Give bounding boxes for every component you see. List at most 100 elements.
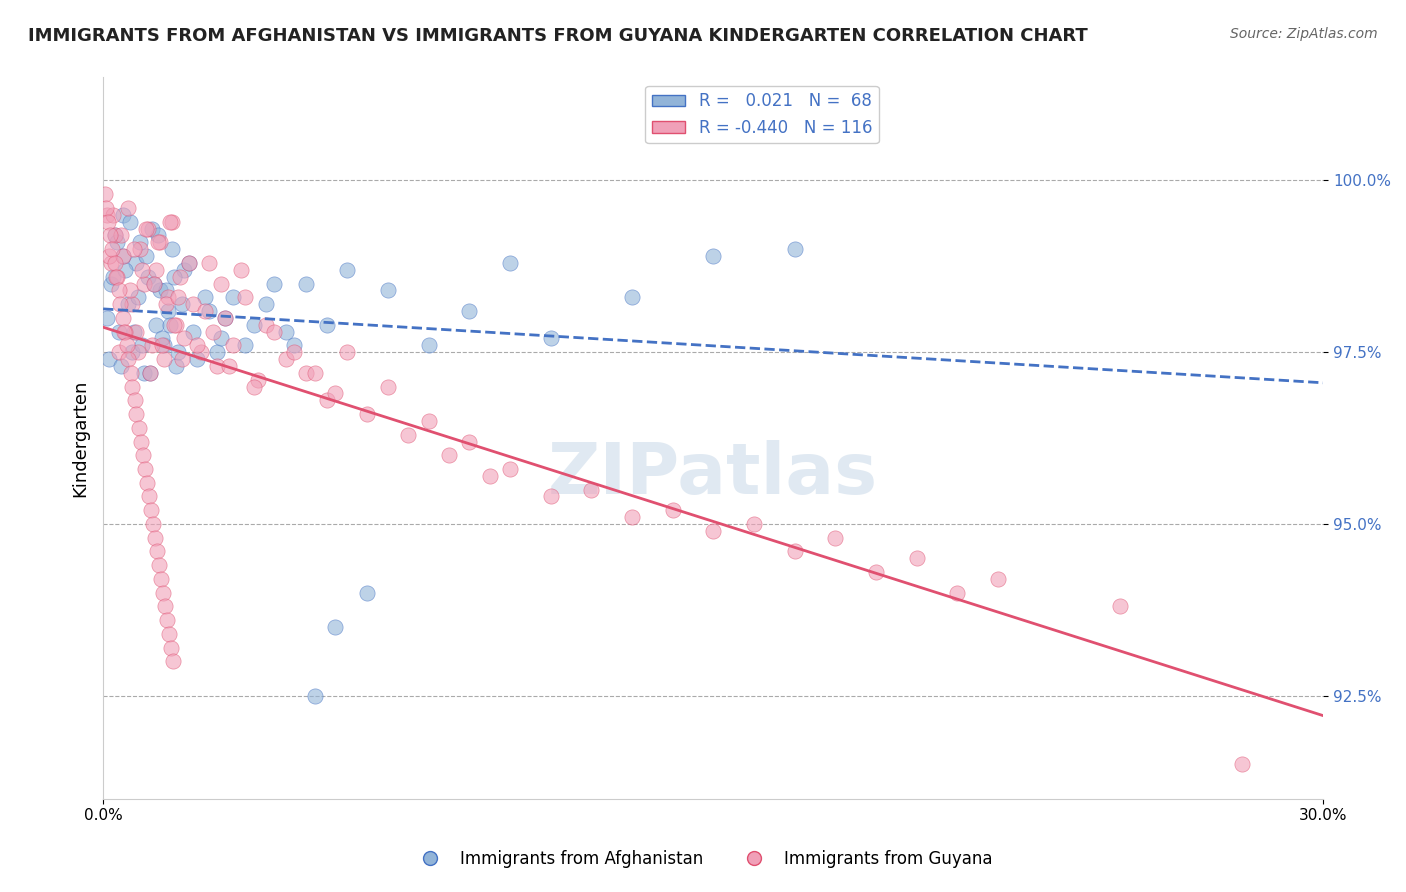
Point [121, 345, 143, 359]
Point [283, 345, 305, 359]
Point [235, 290, 257, 304]
Point [540, 331, 562, 345]
Point [218, 359, 240, 373]
Point [129, 434, 152, 449]
Point [946, 585, 969, 599]
Point [134, 462, 156, 476]
Point [157, 627, 180, 641]
Point [128, 421, 150, 435]
Point [159, 318, 181, 332]
Text: IMMIGRANTS FROM AFGHANISTAN VS IMMIGRANTS FROM GUYANA KINDERGARTEN CORRELATION C: IMMIGRANTS FROM AFGHANISTAN VS IMMIGRANT… [28, 27, 1088, 45]
Point [111, 310, 134, 325]
Point [132, 366, 155, 380]
Point [105, 269, 128, 284]
Point [315, 318, 337, 332]
Point [118, 284, 141, 298]
Point [145, 262, 167, 277]
Point [865, 565, 887, 579]
Point [418, 338, 440, 352]
Point [112, 208, 135, 222]
Point [107, 284, 129, 298]
Point [108, 297, 131, 311]
Point [105, 269, 128, 284]
Point [150, 331, 173, 345]
Point [138, 490, 160, 504]
Point [112, 249, 135, 263]
Point [304, 366, 326, 380]
Point [117, 352, 139, 367]
Point [136, 221, 159, 235]
Point [131, 262, 153, 277]
Point [254, 318, 277, 332]
Point [150, 338, 173, 352]
Point [153, 352, 176, 367]
Point [172, 297, 194, 311]
Point [172, 352, 194, 367]
Point [141, 221, 163, 235]
Point [120, 366, 142, 380]
Point [136, 269, 159, 284]
Point [108, 345, 131, 359]
Point [145, 318, 167, 332]
Point [103, 256, 125, 270]
Point [101, 242, 124, 256]
Point [143, 277, 166, 291]
Point [96, 310, 118, 325]
Point [110, 359, 132, 373]
Legend: Immigrants from Afghanistan, Immigrants from Guyana: Immigrants from Afghanistan, Immigrants … [408, 844, 998, 875]
Point [173, 331, 195, 345]
Point [132, 448, 155, 462]
Point [112, 249, 135, 263]
Point [117, 297, 139, 311]
Point [124, 393, 146, 408]
Point [131, 338, 153, 352]
Point [194, 304, 217, 318]
Point [186, 352, 208, 367]
Point [155, 297, 177, 311]
Point [153, 338, 176, 352]
Point [121, 379, 143, 393]
Point [478, 469, 501, 483]
Point [97, 215, 120, 229]
Point [127, 290, 149, 304]
Point [377, 284, 399, 298]
Point [186, 338, 208, 352]
Point [323, 620, 346, 634]
Point [205, 345, 228, 359]
Point [103, 269, 125, 284]
Point [127, 345, 149, 359]
Point [125, 407, 148, 421]
Point [209, 277, 232, 291]
Point [198, 256, 221, 270]
Point [620, 290, 643, 304]
Point [157, 290, 180, 304]
Point [201, 325, 224, 339]
Point [235, 338, 257, 352]
Point [100, 228, 122, 243]
Point [194, 290, 217, 304]
Point [128, 242, 150, 256]
Point [283, 338, 305, 352]
Point [222, 338, 245, 352]
Point [181, 325, 204, 339]
Point [437, 448, 460, 462]
Point [205, 359, 228, 373]
Point [142, 516, 165, 531]
Point [167, 345, 190, 359]
Point [190, 345, 212, 359]
Point [540, 490, 562, 504]
Legend: R =   0.021   N =  68, R = -0.440   N = 116: R = 0.021 N = 68, R = -0.440 N = 116 [645, 86, 879, 144]
Point [163, 318, 186, 332]
Point [315, 393, 337, 408]
Point [139, 366, 162, 380]
Point [181, 297, 204, 311]
Point [157, 304, 180, 318]
Point [105, 235, 128, 250]
Point [987, 572, 1010, 586]
Point [214, 310, 236, 325]
Point [742, 516, 765, 531]
Point [104, 228, 127, 243]
Point [458, 434, 481, 449]
Point [458, 304, 481, 318]
Point [336, 345, 359, 359]
